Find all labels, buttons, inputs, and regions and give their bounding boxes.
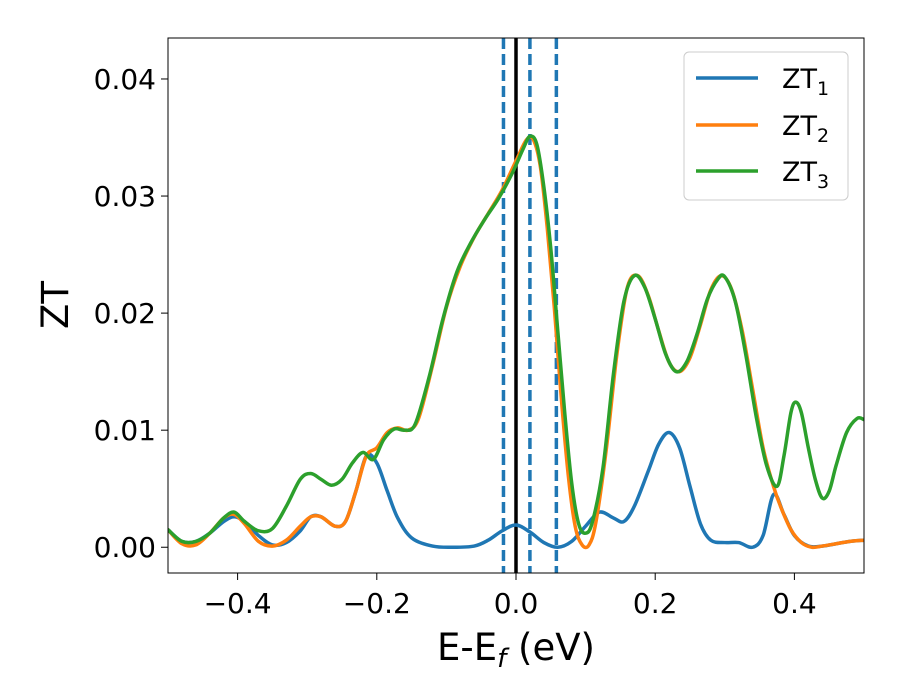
legend-label-zt3: ZT3 [782,157,829,193]
x-tick-label: 0.4 [772,587,817,620]
x-tick-label: −0.2 [343,587,411,620]
legend-entry-zt1: ZT1 [696,64,829,100]
legend-box [683,51,849,201]
reference-lines [501,38,559,573]
series-line-zt3 [168,134,864,545]
legend-entry-zt2: ZT2 [696,111,829,147]
legend: ZT1 ZT2 ZT3 [683,51,849,201]
y-tick-label: 0.03 [94,180,156,213]
x-axis: −0.4 −0.2 0.0 0.2 0.4 [204,573,817,620]
legend-label-zt1: ZT1 [782,64,829,100]
x-tick-label: 0.2 [633,587,678,620]
y-axis-label: ZT [34,281,77,329]
plot-area [168,38,864,573]
y-tick-label: 0.01 [94,414,156,447]
series-line-zt1 [168,430,864,550]
y-tick-label: 0.00 [94,531,156,564]
x-tick-label: −0.4 [204,587,272,620]
x-axis-label: E-Ef (eV) [437,626,595,674]
x-tick-label: 0.0 [494,587,539,620]
legend-label-zt2: ZT2 [782,111,829,147]
legend-entry-zt3: ZT3 [696,157,829,193]
series-lines [168,134,864,550]
y-tick-label: 0.02 [94,297,156,330]
y-tick-label: 0.04 [94,63,156,96]
y-axis: 0.00 0.01 0.02 0.03 0.04 [94,63,168,564]
